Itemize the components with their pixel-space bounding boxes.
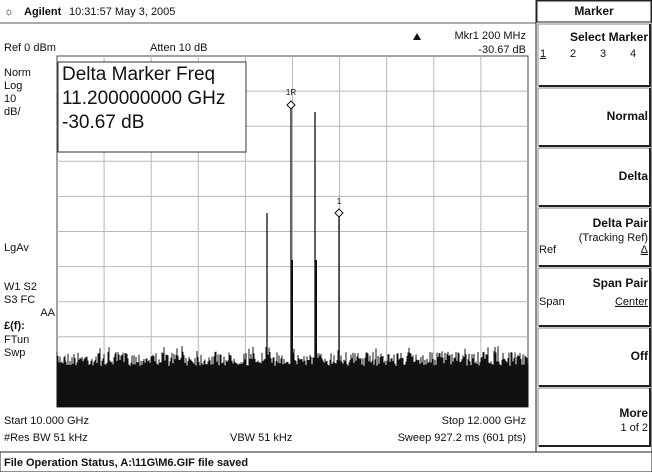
softkey-label: More <box>619 406 648 420</box>
softkey-face[interactable] <box>537 87 651 147</box>
softkey-option: 4 <box>630 48 636 60</box>
marker-tag: 1 <box>337 197 342 206</box>
res-bw: #Res BW 51 kHz <box>4 432 88 444</box>
side-label: W1 S2 <box>4 281 37 293</box>
marker-diamond <box>286 100 296 110</box>
softkey-shadow <box>539 24 651 87</box>
side-label: Swp <box>4 347 25 359</box>
ref-level: Ref 0 dBm <box>4 42 56 54</box>
trace-spikes <box>266 107 340 407</box>
softkeys: Select Marker 1 2 3 4 Normal Delta Delta Pair (T… <box>537 23 651 447</box>
marker-readout: Mkr1 200 MHz <box>454 30 526 42</box>
vbw: VBW 51 kHz <box>230 432 292 444</box>
softkey-label: Span Pair <box>593 276 649 290</box>
softkey-face[interactable] <box>537 23 651 87</box>
softkey-label: Normal <box>607 109 648 123</box>
side-label: FTun <box>4 334 29 346</box>
softkey-face[interactable] <box>537 207 651 267</box>
softkey[interactable]: Normal <box>537 87 651 147</box>
softkey-shadow <box>539 208 651 267</box>
marker-diamond <box>334 208 344 218</box>
menu-title: Marker <box>574 4 614 18</box>
side-label: LgAv <box>4 242 29 254</box>
softkey-shadow <box>539 148 651 207</box>
softkey[interactable]: Span Pair Span Center <box>537 267 651 327</box>
softkey-shadow <box>539 88 651 147</box>
brand: Agilent <box>24 6 62 18</box>
softkey[interactable]: Off <box>537 327 651 387</box>
softkey-face[interactable] <box>537 327 651 387</box>
softkey-shadow <box>539 328 651 387</box>
softkey-label: Off <box>631 349 649 363</box>
menu-header <box>536 0 652 23</box>
marker-tag: 1R <box>286 88 296 97</box>
marker-box-line: Delta Marker Freq <box>62 64 215 85</box>
softkey-option: Ref <box>539 244 557 256</box>
softkey-option: Center <box>615 296 648 308</box>
softkey[interactable]: Delta Pair (Tracking Ref) Ref Δ <box>537 207 651 267</box>
side-label: Norm <box>4 67 31 79</box>
status-text: File Operation Status, A:\11G\M6.GIF fil… <box>4 457 248 469</box>
softkey-sub: (Tracking Ref) <box>579 232 648 244</box>
datetime: 10:31:57 May 3, 2005 <box>69 6 175 18</box>
side-label: dB/ <box>4 106 21 118</box>
softkey[interactable]: More 1 of 2 <box>537 387 651 447</box>
softkey-label: Select Marker <box>570 30 648 44</box>
sun-icon: ☼ <box>4 6 14 18</box>
side-label: 10 <box>4 93 16 105</box>
delta-icon <box>413 33 421 40</box>
attenuation: Atten 10 dB <box>150 42 208 54</box>
softkey-option: 3 <box>600 48 606 60</box>
softkey[interactable]: Delta <box>537 147 651 207</box>
softkey-label: Delta Pair <box>593 216 649 230</box>
start-freq: Start 10.000 GHz <box>4 415 89 427</box>
side-label: £(f): <box>4 320 25 332</box>
side-label: AA <box>40 307 55 319</box>
side-label: S3 FC <box>4 294 35 306</box>
marker-value: -30.67 dB <box>478 44 526 56</box>
softkey-option: Span <box>539 296 565 308</box>
softkey-option: Δ <box>641 244 649 256</box>
stop-freq: Stop 12.000 GHz <box>442 415 526 427</box>
marker-box-line: 11.200000000 GHz <box>62 88 225 109</box>
marker-box <box>57 61 247 153</box>
side-label: Log <box>4 80 22 92</box>
trace-noise <box>56 346 529 407</box>
top-bar: ☼ Agilent 10:31:57 May 3, 2005 <box>4 6 175 18</box>
status-bar <box>0 451 652 472</box>
softkey-shadow <box>539 268 651 327</box>
softkey-label: Delta <box>619 169 649 183</box>
softkey-shadow <box>539 388 651 447</box>
softkey-option: 1 <box>540 48 546 60</box>
marker-box-line: -30.67 dB <box>62 112 144 133</box>
sweep: Sweep 927.2 ms (601 pts) <box>398 432 526 444</box>
softkey-sub: 1 of 2 <box>620 422 648 434</box>
softkey-option: 2 <box>570 48 576 60</box>
softkey[interactable]: Select Marker 1 2 3 4 <box>537 23 651 87</box>
